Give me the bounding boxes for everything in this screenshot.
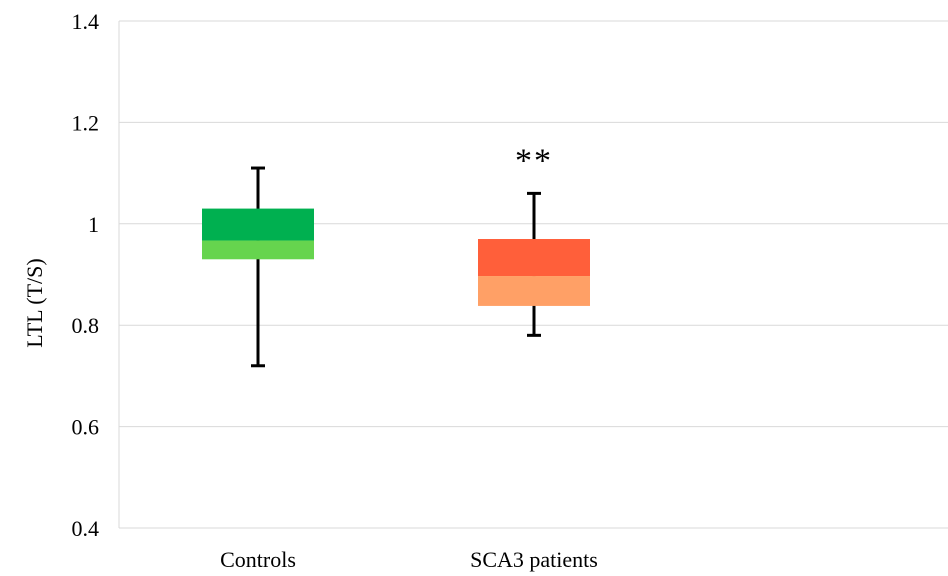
y-tick-label: 0.4 xyxy=(72,516,100,541)
y-tick-label: 1.4 xyxy=(72,9,100,34)
box-lower-quartile xyxy=(202,240,314,260)
y-tick-label: 1 xyxy=(88,212,99,237)
box-upper-quartile xyxy=(202,208,314,241)
x-category-label: SCA3 patients xyxy=(470,547,598,572)
x-axis-categories: Controls SCA3 patients xyxy=(220,547,598,572)
box-group xyxy=(202,166,314,368)
x-category-label: Controls xyxy=(220,547,296,572)
box-lower-quartile xyxy=(478,276,590,306)
box-upper-quartile xyxy=(478,239,590,277)
y-tick-label: 0.6 xyxy=(72,415,100,440)
box-group: ** xyxy=(478,142,590,337)
y-tick-label: 0.8 xyxy=(72,313,100,338)
y-axis-title: LTL (T/S) xyxy=(22,258,47,347)
boxes: ** xyxy=(202,142,590,368)
significance-annotation: ** xyxy=(515,142,553,179)
y-tick-label: 1.2 xyxy=(72,110,100,135)
y-axis-ticks: 0.4 0.6 0.8 1 1.2 1.4 xyxy=(72,9,100,541)
